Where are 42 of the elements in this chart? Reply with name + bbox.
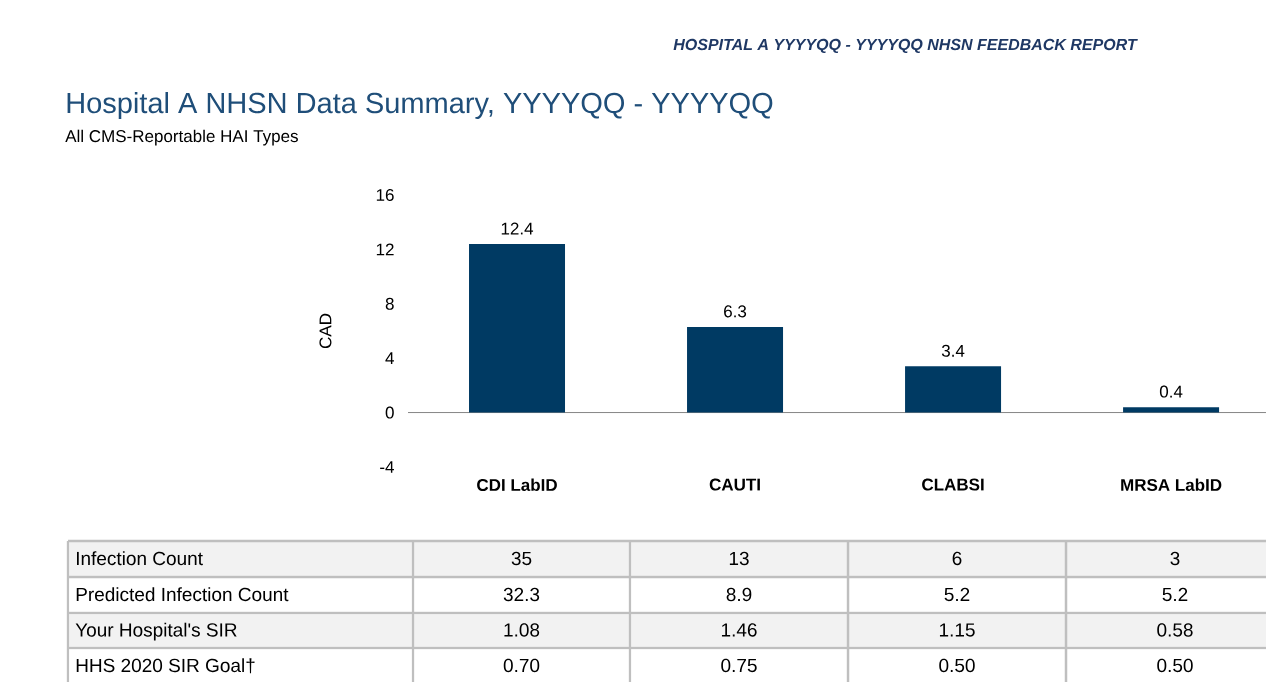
data-label: 6.3 [724,305,747,318]
text: 0.75 [721,658,757,673]
text: 1.46 [721,623,757,637]
y-tick-label: 12 [376,243,394,256]
bar [687,326,784,413]
text: 1.08 [504,623,540,637]
text: Predicted Infection Count [76,587,289,602]
bar [905,366,1002,413]
data-label: 3.4 [941,344,965,357]
text: 0.50 [939,658,975,673]
y-tick-label: 16 [376,188,394,202]
text: 1.15 [939,623,975,637]
text: 32.3 [503,587,540,602]
x-tick-label: MRSA LabID [1121,478,1222,492]
text: 5.2 [1162,587,1188,602]
x-tick-label: CLABSI [922,478,984,491]
y-tick-label: 8 [385,297,394,310]
y-tick-label: -4 [380,461,394,473]
text: 5.2 [944,587,970,602]
text: All CMS-Reportable HAI Types [65,129,298,146]
data-label: 0.4 [1159,385,1183,398]
y-tick-label: 0 [385,406,394,419]
y-tick-label: 4 [385,352,394,365]
data-label: 12.4 [501,222,534,235]
text: HOSPITAL A YYYYQQ - YYYYQQ NHSN FEEDBACK REPORT [673,38,1138,54]
text: 0.70 [503,658,540,673]
text: 6 [952,551,962,566]
bar [469,243,566,413]
text: 0.58 [1157,623,1193,637]
text: 3 [1170,551,1180,566]
text: 13 [729,551,749,566]
text: 8.9 [726,587,752,602]
text: 0.50 [1157,658,1193,673]
x-tick-label: CDI LabID [477,478,557,492]
chart-title: Hospital A NHSN Data Summary, YYYYQQ - YYYYQQ [67,91,773,120]
text: 35 [511,551,532,566]
text: HHS 2020 SIR Goal† [76,658,255,674]
text: Your Hospital's SIR [75,622,237,641]
y-axis-title: CAD [319,313,332,349]
bar [1123,407,1220,413]
x-tick-label: CAUTI [709,478,760,491]
text: Infection Count [76,551,203,566]
